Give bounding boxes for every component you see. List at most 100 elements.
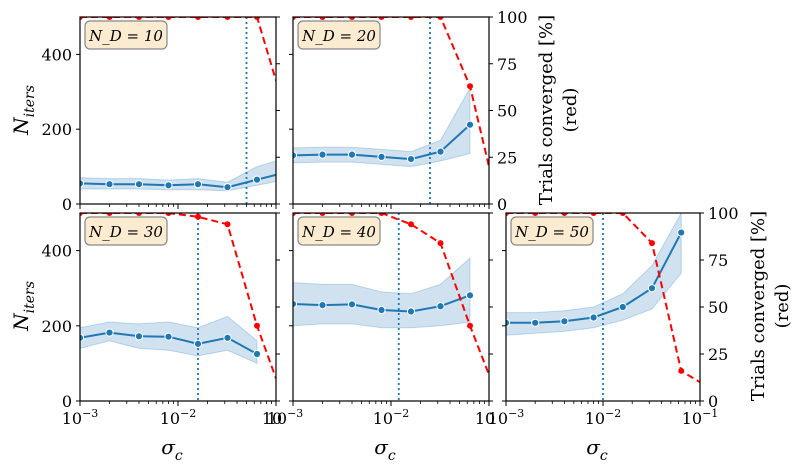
y-tick-label: 0 [62,195,72,214]
converged-point [561,213,568,216]
niters-point [436,302,445,311]
converged-point [165,213,172,216]
niters-point [193,339,203,348]
niters-point [506,318,511,327]
converged-point [467,322,474,329]
niters-point [406,155,416,164]
x-tick-label: 10−2 [373,407,410,428]
niters-point [406,307,416,316]
converged-point [80,17,83,20]
converged-line [293,213,489,376]
y2-tick-label: 100 [497,8,528,27]
y2-tick-label: 0 [708,392,718,411]
x-tick-label: 10−3 [488,407,525,428]
panel-label-text: N_D = 20 [301,27,376,45]
x-tick-label: 10−1 [682,407,719,428]
converged-point [378,17,385,20]
y2-tick-label: 75 [497,55,517,74]
niters-point [465,291,475,300]
niters-point [105,328,114,337]
y2-tick-label: 100 [708,204,739,223]
y-tick-label: 400 [41,45,72,64]
converged-point [319,17,326,20]
converged-point [106,17,113,20]
panel-5: 0 25 50 75 100 10−3 10−2 10−1 σc N_D = 50 [488,204,739,464]
converged-point [532,213,539,216]
niters-point [677,228,686,237]
niters-point [318,301,327,310]
confidence-band [293,86,471,168]
panel-label: N_D = 10 [84,20,168,50]
niters-point [223,333,232,342]
y2-tick-label: 75 [708,251,728,270]
converged-point [319,213,326,216]
converged-point [136,17,143,20]
converged-point [378,213,385,216]
converged-point [106,213,113,216]
converged-point [590,213,597,216]
x-axis-label: σc [161,435,183,464]
y2-tick-label: 50 [708,298,728,317]
niters-point [252,349,262,359]
y-axis-label-right: Trials converged [%] [536,15,557,205]
y2-tick-label: 0 [497,195,507,214]
panel-label: N_D = 20 [297,20,381,50]
converged-point [293,17,296,20]
x-axis-label: σc [586,435,608,464]
panel-label-text: N_D = 30 [88,223,163,241]
converged-point [195,17,202,20]
panel-4: 10−3 10−2 10 σc N_D = 40 [267,212,495,464]
converged-point [195,213,202,220]
converged-point [165,17,172,20]
converged-point [506,213,509,216]
niters-point [293,151,298,160]
y-axis-label-left: Niters [9,281,38,332]
y-axis-label-right-sub: (red) [772,284,793,329]
niters-point [465,120,475,129]
converged-point [136,213,143,216]
panel-label: N_D = 40 [297,216,381,246]
converged-point [224,17,231,20]
x-tick-label: 10 [475,409,495,428]
niters-point [318,150,327,159]
converged-point [467,83,474,90]
converged-point [408,221,415,228]
niters-point [164,181,173,190]
niters-point [252,175,262,184]
converged-line [506,213,700,384]
panel-1: 0 200 400 N_D = 10 [41,16,280,214]
converged-point [293,213,296,216]
panel-label-text: N_D = 50 [514,223,589,241]
niters-point [347,300,357,309]
y-tick-label: 200 [41,120,72,139]
y-axis-label-right-sub: (red) [560,88,581,133]
niters-point [436,147,445,156]
niters-point [531,318,540,327]
y-axis-label-left: Niters [9,85,38,136]
x-tick-label: 10−2 [585,407,622,428]
niters-point [105,180,114,189]
x-tick-label: 10−3 [62,407,99,428]
y-tick-label: 0 [62,392,72,411]
niters-point [223,183,232,192]
y2-tick-label: 25 [497,148,517,167]
niters-point [293,299,298,309]
niters-point [647,284,657,293]
y-tick-label: 200 [41,317,72,336]
converged-point [349,17,356,20]
niters-point [377,152,386,161]
x-tick-label: 10−2 [160,407,197,428]
y2-tick-label: 25 [708,345,728,364]
panel-label-text: N_D = 40 [301,223,376,241]
x-tick-label: 10 [262,409,282,428]
y2-tick-label: 50 [497,102,517,121]
converged-point [254,322,261,329]
y-axis-label-right: Trials converged [%] [748,211,769,401]
converged-point [437,17,444,20]
converged-point [408,17,415,20]
converged-point [254,17,261,20]
niters-line [80,173,276,189]
panel-label: N_D = 30 [84,216,168,246]
converged-point [437,240,444,247]
